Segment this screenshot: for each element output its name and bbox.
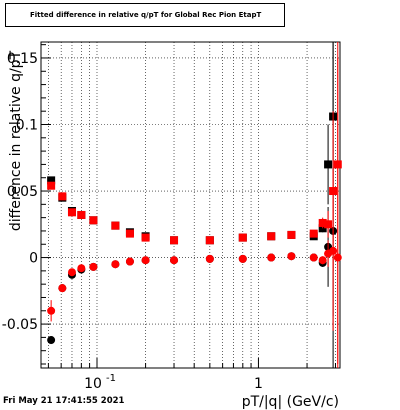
data-point-square xyxy=(111,221,120,230)
data-point-circle xyxy=(47,306,56,315)
y-tick-label: 0.15 xyxy=(7,51,38,67)
axis-ticks xyxy=(41,44,336,368)
data-markers xyxy=(47,42,342,368)
data-point-square xyxy=(89,216,98,225)
data-point-square xyxy=(318,218,327,227)
data-point-square xyxy=(238,233,247,242)
data-point-square xyxy=(324,160,333,169)
data-point-circle xyxy=(238,254,247,263)
data-point-circle xyxy=(170,256,179,265)
data-point-square xyxy=(67,208,76,217)
x-axis-label: pT/|q| (GeV/c) xyxy=(242,394,339,410)
y-tick-label: 0 xyxy=(29,251,38,267)
data-point-circle xyxy=(205,254,214,263)
data-point-square xyxy=(125,229,134,238)
data-point-square xyxy=(309,229,318,238)
data-point-circle xyxy=(309,253,318,262)
x-tick-exponent: -1 xyxy=(106,373,116,384)
chart-title: Fitted difference in relative q/pT for G… xyxy=(5,3,285,27)
data-point-circle xyxy=(333,253,342,262)
grid-lines xyxy=(41,42,340,368)
data-point-square xyxy=(141,233,150,242)
data-point-circle xyxy=(111,260,120,269)
x-tick-label: 10 xyxy=(84,376,102,392)
plot-frame xyxy=(40,41,341,369)
data-point-square xyxy=(77,210,86,219)
data-point-circle xyxy=(58,284,67,293)
data-point-square xyxy=(170,236,179,245)
y-tick-label: -0.05 xyxy=(2,317,38,333)
timestamp: Fri May 21 17:41:55 2021 xyxy=(3,396,125,406)
data-point-square xyxy=(58,192,67,201)
x-tick-label: 1 xyxy=(254,376,263,392)
data-point-circle xyxy=(329,246,338,255)
data-point-circle xyxy=(267,253,276,262)
data-point-square xyxy=(205,236,214,245)
y-tick-label: 0.05 xyxy=(7,184,38,200)
data-point-circle xyxy=(67,268,76,277)
data-point-square xyxy=(324,220,333,229)
data-point-circle xyxy=(287,252,296,261)
data-point-circle xyxy=(318,256,327,265)
y-axis-label: difference in relative q/pT xyxy=(8,50,24,231)
data-point-square xyxy=(47,176,56,185)
data-point-circle xyxy=(77,264,86,273)
data-point-circle xyxy=(89,262,98,271)
data-point-square xyxy=(287,230,296,239)
data-point-circle xyxy=(125,257,134,266)
data-point-circle xyxy=(141,256,150,265)
data-point-circle xyxy=(47,336,56,345)
tick-labels: -0.05 0 0.05 0.1 0.15 10 -1 1 xyxy=(2,51,263,392)
y-tick-label: 0.1 xyxy=(16,117,38,133)
data-point-square xyxy=(47,181,56,190)
data-point-square xyxy=(267,232,276,241)
